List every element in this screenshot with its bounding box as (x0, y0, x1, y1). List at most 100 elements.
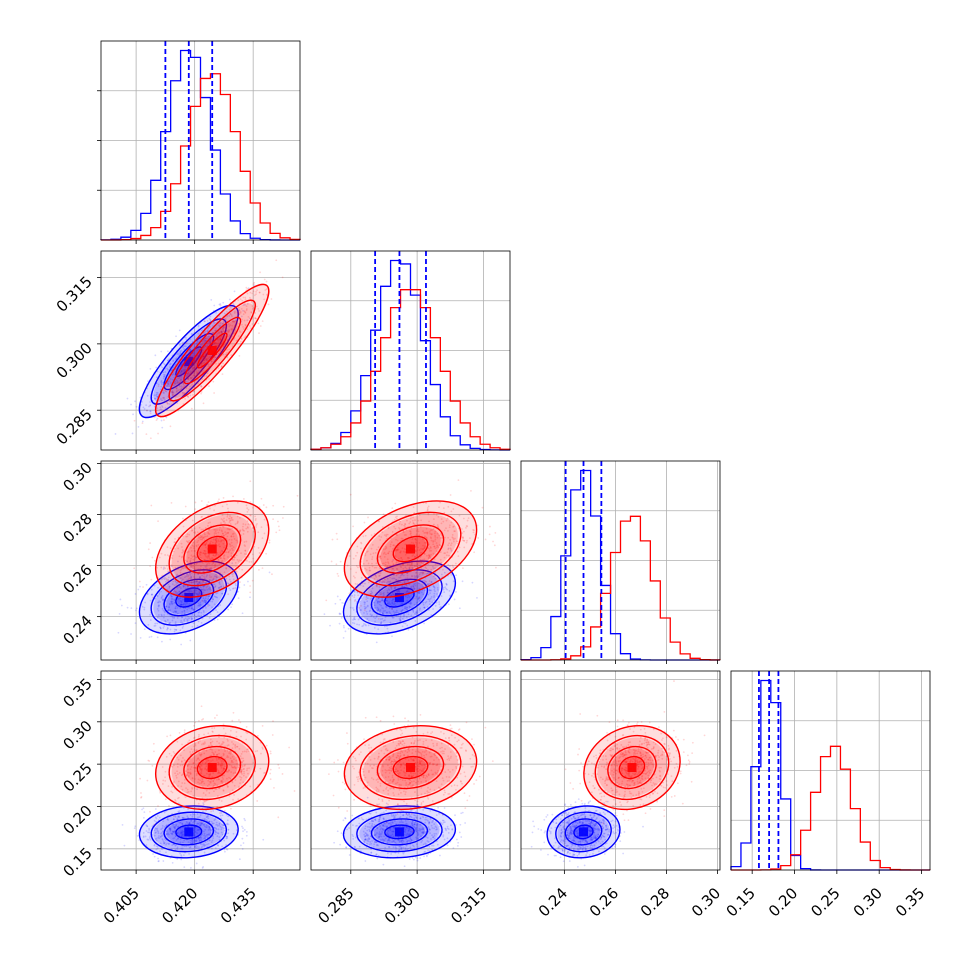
scatter-point (279, 529, 281, 531)
scatter-point (134, 420, 136, 422)
scatter-point (149, 542, 151, 544)
scatter-point (223, 497, 225, 499)
scatter-point (365, 598, 367, 600)
scatter-point (412, 628, 414, 630)
scatter-point (124, 845, 126, 847)
scatter-point (239, 581, 241, 583)
scatter-point (157, 418, 159, 420)
scatter-point (335, 603, 337, 605)
scatter-point (231, 603, 233, 605)
scatter-point (195, 502, 197, 504)
scatter-point (153, 416, 155, 418)
scatter-point (376, 641, 378, 643)
scatter-point (303, 248, 305, 250)
scatter-point (136, 406, 138, 408)
panel-inner-3-0 (122, 705, 324, 868)
scatter-point (207, 605, 209, 607)
scatter-point (238, 597, 240, 599)
scatter-point (282, 276, 284, 278)
scatter-point (154, 354, 156, 356)
scatter-point (157, 860, 159, 862)
scatter-point (348, 628, 350, 630)
panel-inner-2-1 (308, 479, 497, 648)
scatter-point (383, 513, 385, 515)
scatter-point (146, 584, 148, 586)
scatter-point (242, 848, 244, 850)
density-peak-1 (208, 545, 217, 554)
scatter-point (149, 565, 151, 567)
scatter-point (150, 505, 152, 507)
hist-series-1-param-0 (101, 74, 300, 240)
scatter-point (264, 279, 266, 281)
scatter-point (269, 539, 271, 541)
scatter-point (283, 506, 285, 508)
scatter-point (462, 567, 464, 569)
scatter-point (213, 305, 215, 307)
scatter-point (243, 498, 245, 500)
scatter-point (202, 867, 204, 869)
scatter-point (222, 302, 224, 304)
hist-series-1-param-1 (311, 290, 510, 450)
panel-2-0 (101, 445, 300, 660)
scatter-point (115, 433, 117, 435)
scatter-point (165, 417, 167, 419)
scatter-point (204, 320, 206, 322)
scatter-point (208, 501, 210, 503)
scatter-point (230, 808, 232, 810)
scatter-point (249, 585, 251, 587)
scatter-point (358, 607, 360, 609)
scatter-point (213, 392, 215, 394)
scatter-point (343, 637, 345, 639)
scatter-point (229, 299, 231, 301)
scatter-point (150, 412, 152, 414)
scatter-point (186, 342, 188, 344)
scatter-point (173, 815, 175, 817)
scatter-point (198, 720, 200, 722)
scatter-point (364, 609, 366, 611)
scatter-point (154, 402, 156, 404)
scatter-point (249, 480, 251, 482)
scatter-point (415, 598, 417, 600)
scatter-point (263, 504, 265, 506)
scatter-point (180, 859, 182, 861)
scatter-point (345, 630, 347, 632)
scatter-point (209, 319, 211, 321)
scatter-point (162, 860, 164, 862)
scatter-point (156, 419, 158, 421)
scatter-point (275, 531, 277, 533)
density-peak-1 (406, 545, 415, 554)
scatter-point (349, 599, 351, 601)
scatter-point (217, 619, 219, 621)
scatter-point (339, 612, 341, 614)
scatter-point (149, 636, 151, 638)
scatter-point (282, 517, 284, 519)
scatter-point (144, 628, 146, 630)
scatter-point (379, 600, 381, 602)
panel-inner-2-0 (118, 445, 299, 649)
scatter-point (378, 618, 380, 620)
scatter-point (127, 607, 129, 609)
scatter-point (339, 623, 341, 625)
scatter-point (257, 322, 259, 324)
scatter-point (272, 518, 274, 520)
scatter-point (253, 282, 255, 284)
scatter-point (238, 355, 240, 357)
scatter-point (341, 602, 343, 604)
scatter-point (197, 333, 199, 335)
scatter-point (161, 641, 163, 643)
scatter-point (171, 502, 173, 504)
scatter-point (217, 501, 219, 503)
scatter-point (137, 835, 139, 837)
scatter-point (210, 299, 212, 301)
density-peak-0 (184, 827, 193, 836)
scatter-point (288, 747, 290, 749)
scatter-point (224, 851, 226, 853)
scatter-point (473, 551, 475, 553)
scatter-point (339, 599, 341, 601)
scatter-point (308, 535, 310, 537)
scatter-point (142, 586, 144, 588)
scatter-point (132, 433, 134, 435)
scatter-point (450, 494, 452, 496)
scatter-point (247, 581, 249, 583)
scatter-point (183, 866, 185, 868)
